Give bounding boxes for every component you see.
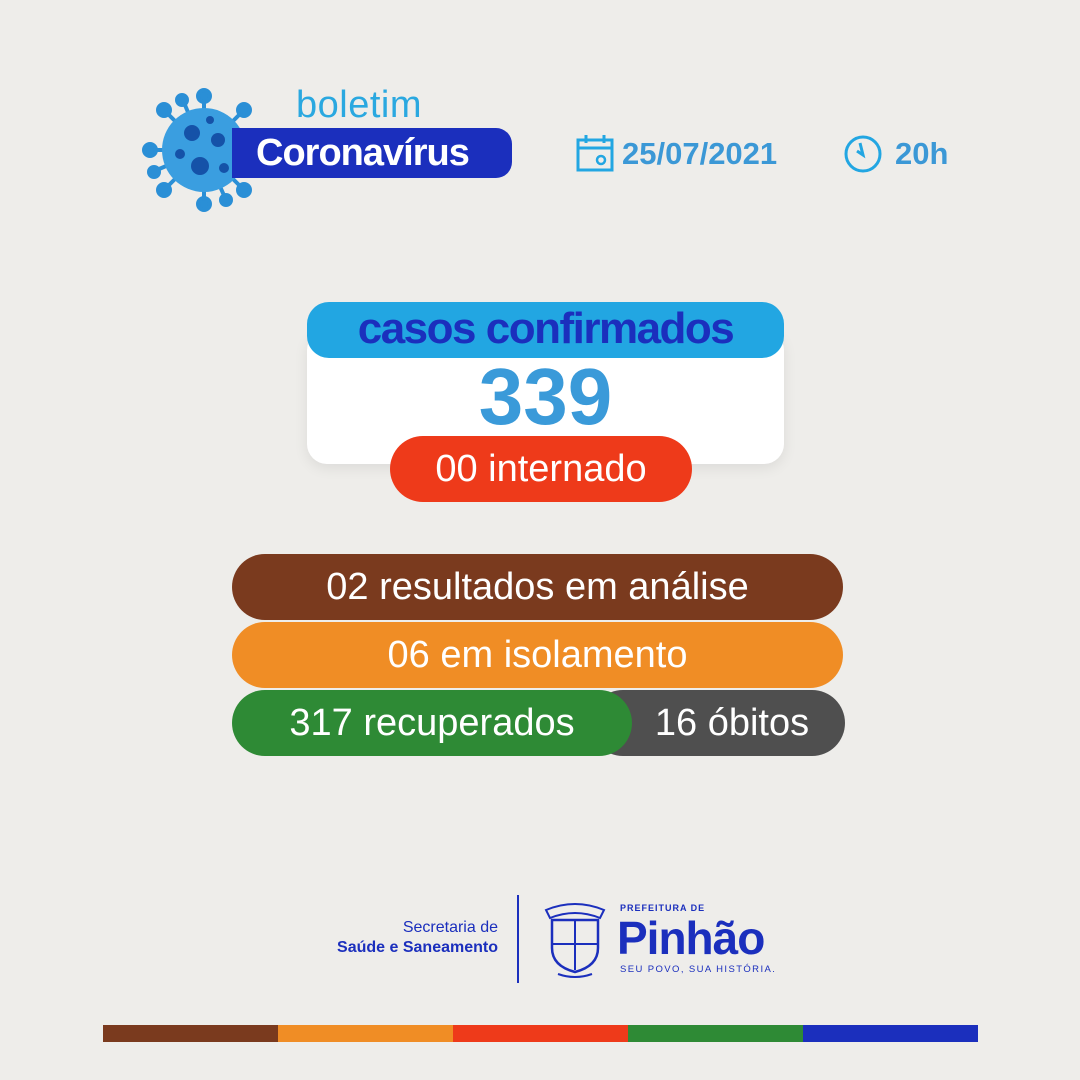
stripe-red [453,1025,628,1042]
slogan: SEU POVO, SUA HISTÓRIA. [620,964,777,975]
stripe-orange [278,1025,453,1042]
calendar-icon [576,135,614,172]
analysis-bar: 02 resultados em análise [232,554,843,620]
crest-icon [544,903,606,978]
kicker: boletim [296,84,422,126]
confirmed-label: casos confirmados [307,302,784,358]
stripe-blue [803,1025,978,1042]
divider [517,895,519,983]
date: 25/07/2021 [622,136,778,171]
confirmed-count: 339 [478,352,613,441]
secretaria-line1: Secretaria de [402,919,498,936]
isolation-bar: 06 em isolamento [232,622,843,688]
hospitalized-badge: 00 internado [390,436,692,502]
city-logo-text: Pinhão [617,912,765,964]
stripe-green [628,1025,803,1042]
deaths-bar [590,690,845,756]
recovered-bar: 317 recuperados [232,690,632,756]
stripe-brown [103,1025,278,1042]
deaths-label: 16 óbitos [654,702,810,744]
title-pill [232,128,512,178]
page-title: Coronavírus [256,132,470,174]
secretaria-line2: Saúde e Saneamento [337,939,498,956]
clock-icon [844,135,882,173]
time: 20h [895,136,949,171]
prefeitura-label: PREFEITURA DE [620,903,706,913]
